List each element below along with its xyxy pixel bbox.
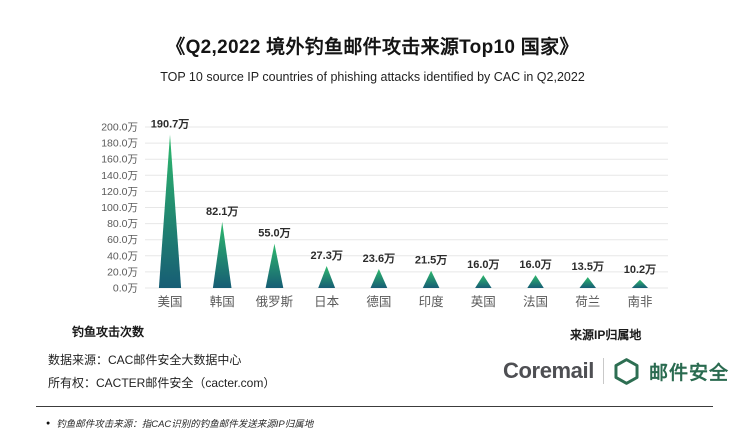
x-tick-label: 日本 xyxy=(314,295,340,309)
ownership-line: 所有权：CACTER邮件安全（cacter.com） xyxy=(48,376,276,390)
bar-value-label: 10.2万 xyxy=(624,263,656,276)
bars xyxy=(158,134,649,288)
y-tick-label: 60.0万 xyxy=(107,234,138,246)
x-tick-label: 德国 xyxy=(366,294,391,309)
bar xyxy=(318,266,336,288)
bar-value-label: 55.0万 xyxy=(258,227,290,240)
x-axis-title: 来源IP归属地 xyxy=(570,328,642,342)
shield-icon xyxy=(614,357,639,385)
x-tick-label: 美国 xyxy=(157,295,182,309)
bar xyxy=(265,243,284,288)
page-title: 《Q2,2022 境外钓鱼邮件攻击来源Top10 国家》 xyxy=(166,37,579,58)
bar-value-label: 27.3万 xyxy=(310,249,342,262)
bar-value-label: 82.1万 xyxy=(206,205,238,218)
bar-value-label: 16.0万 xyxy=(519,258,551,271)
bar-value-label: 13.5万 xyxy=(572,260,604,273)
x-axis-category-labels: 美国 韩国 俄罗斯 日本 德国 印度 英国 法国 荷兰 南非 xyxy=(157,294,652,309)
bar-chart: 0.0万 20.0万 40.0万 60.0万 80.0万 100.0万 120.0万 140.… xyxy=(101,118,668,309)
bar-value-labels: 190.7万 82.1万 55.0万 27.3万 23.6万 21.5万 16.0万 16.0… xyxy=(151,118,656,276)
x-tick-label: 南非 xyxy=(627,294,652,309)
bar-value-label: 190.7万 xyxy=(151,118,190,131)
x-tick-label: 印度 xyxy=(419,294,445,309)
y-tick-label: 100.0万 xyxy=(101,202,138,214)
gridlines xyxy=(145,126,668,289)
page-subtitle: TOP 10 source IP countries of phishing a… xyxy=(160,70,585,84)
x-tick-label: 法国 xyxy=(523,295,548,309)
x-tick-label: 荷兰 xyxy=(575,295,600,309)
data-source-line: 数据来源：CAC邮件安全大数据中心 xyxy=(48,353,242,367)
bar xyxy=(370,269,388,288)
y-tick-label: 20.0万 xyxy=(107,266,138,278)
bar xyxy=(475,275,492,288)
bar xyxy=(158,134,182,288)
y-axis-title: 钓鱼攻击次数 xyxy=(72,325,145,339)
y-tick-label: 80.0万 xyxy=(107,218,138,230)
y-tick-label: 160.0万 xyxy=(101,154,138,166)
mail-security-logo: 邮件安全 xyxy=(648,362,729,384)
x-tick-label: 俄罗斯 xyxy=(256,295,294,309)
bar xyxy=(579,277,596,288)
bullet-icon: ● xyxy=(46,419,51,427)
bar xyxy=(631,279,649,288)
y-tick-label: 200.0万 xyxy=(101,122,138,134)
footnote: ● 钓鱼邮件攻击来源：指CAC识别的钓鱼邮件发送来源IP归属地 xyxy=(46,416,313,430)
bar xyxy=(527,275,544,288)
y-axis-tick-labels: 0.0万 20.0万 40.0万 60.0万 80.0万 100.0万 120.0万 140.… xyxy=(101,122,138,295)
bar xyxy=(212,221,232,288)
bar-value-label: 16.0万 xyxy=(467,258,499,271)
footer-divider xyxy=(36,406,713,407)
y-tick-label: 40.0万 xyxy=(107,250,138,262)
y-tick-label: 0.0万 xyxy=(113,283,138,295)
brand-logos: Coremail 邮件安全 xyxy=(503,354,729,388)
x-tick-label: 英国 xyxy=(471,295,496,309)
x-tick-label: 韩国 xyxy=(210,294,235,309)
source-block: 数据来源：CAC邮件安全大数据中心 所有权：CACTER邮件安全（cacter.… xyxy=(48,349,275,395)
bar xyxy=(422,270,440,288)
y-tick-label: 140.0万 xyxy=(101,170,138,182)
footnote-text: 钓鱼邮件攻击来源：指CAC识别的钓鱼邮件发送来源IP归属地 xyxy=(56,419,314,430)
bar-value-label: 21.5万 xyxy=(415,254,447,267)
bar-value-label: 23.6万 xyxy=(363,252,395,265)
y-tick-label: 180.0万 xyxy=(101,138,138,150)
y-tick-label: 120.0万 xyxy=(101,186,138,198)
coremail-logo: Coremail xyxy=(503,358,594,383)
brand-divider xyxy=(602,358,604,384)
